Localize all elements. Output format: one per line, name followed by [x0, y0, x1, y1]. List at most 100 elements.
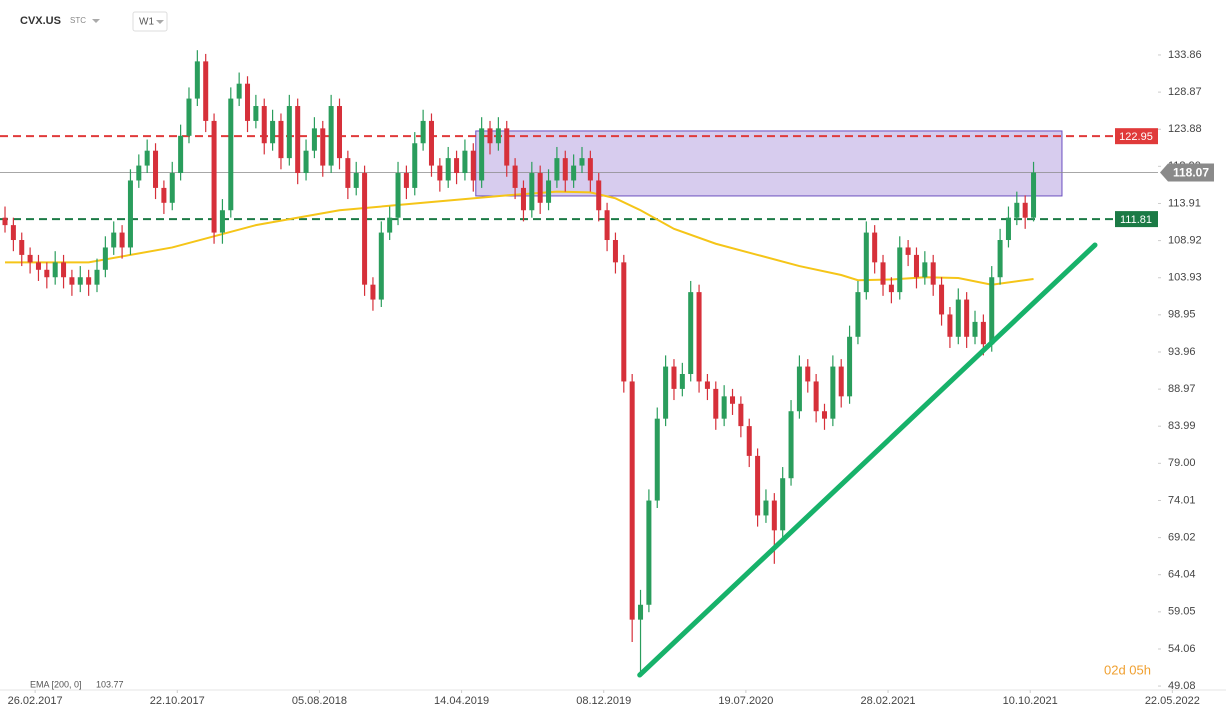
- candle-body: [612, 240, 618, 263]
- candle-body: [153, 150, 159, 188]
- y-tick-label: 69.02: [1168, 532, 1196, 544]
- interval-dropdown: [156, 20, 164, 24]
- candle-body: [428, 120, 434, 166]
- y-tick-label: 128.87: [1168, 86, 1202, 98]
- candle-body: [1031, 172, 1037, 218]
- current-price-label: 118.07: [1173, 166, 1209, 180]
- candle-body: [286, 106, 292, 159]
- candle-body: [755, 455, 761, 516]
- y-tick-label: 113.91: [1168, 197, 1201, 209]
- x-tick-label: 22.05.2022: [1145, 695, 1200, 707]
- candle-body: [629, 381, 635, 620]
- candle-body: [437, 165, 443, 181]
- candle-body: [939, 284, 945, 315]
- candle-body: [713, 388, 719, 419]
- candle-body: [596, 180, 602, 211]
- interval[interactable]: W1: [139, 17, 154, 28]
- ema-line: [5, 190, 1034, 286]
- candle-body: [872, 232, 878, 263]
- trendline: [637, 242, 1098, 678]
- candle-body: [52, 262, 58, 278]
- candle-body: [529, 173, 535, 211]
- candle-body: [144, 150, 150, 166]
- candle-body: [395, 173, 401, 218]
- candle-body: [964, 299, 970, 337]
- candle-body: [178, 135, 184, 174]
- candle-body: [69, 277, 75, 285]
- candle-body: [245, 83, 251, 121]
- candle-body: [763, 500, 769, 516]
- x-tick-label: 08.12.2019: [576, 695, 631, 707]
- interval-select[interactable]: [132, 11, 168, 32]
- candle-body: [704, 381, 710, 389]
- candle-body: [546, 180, 552, 203]
- candle-body: [378, 232, 384, 300]
- candle-body: [746, 426, 752, 456]
- candle-body: [554, 158, 560, 181]
- candle-body: [102, 247, 108, 270]
- level-tag: [1115, 128, 1158, 145]
- y-tick-label: 108.92: [1168, 235, 1202, 247]
- y-tick-label: 123.88: [1168, 123, 1202, 135]
- candle-body: [35, 262, 41, 270]
- y-tick-label: 83.99: [1168, 420, 1196, 432]
- candle-body: [679, 374, 685, 389]
- candle-body: [44, 269, 50, 278]
- candle-body: [888, 284, 894, 293]
- x-tick-label: 28.02.2021: [861, 695, 916, 707]
- y-tick-label: 79.00: [1168, 457, 1196, 469]
- candle-body: [403, 173, 409, 188]
- candle-body: [19, 240, 25, 255]
- candle-body: [771, 500, 777, 531]
- y-tick-label: 133.86: [1168, 49, 1202, 61]
- y-tick-label: 93.96: [1168, 346, 1196, 358]
- current-price-tag: [1160, 163, 1214, 182]
- candle-body: [997, 240, 1003, 278]
- candle-body: [454, 158, 460, 174]
- candle-body: [913, 254, 919, 278]
- candle-body: [847, 336, 853, 397]
- candle-body: [688, 292, 694, 375]
- symbol[interactable]: CVX.US: [20, 15, 61, 27]
- candle-body: [336, 106, 343, 159]
- candle-body: [863, 232, 869, 293]
- candle-body: [136, 165, 142, 181]
- candle-body: [228, 98, 234, 211]
- candle-body: [203, 61, 209, 121]
- level-label: 111.81: [1120, 214, 1152, 226]
- candle-body: [311, 128, 317, 151]
- candle-body: [345, 158, 351, 188]
- candle-body: [604, 210, 610, 241]
- candle-body: [353, 173, 359, 188]
- candle-body: [370, 284, 376, 300]
- candle-body: [420, 120, 426, 144]
- candle-body: [663, 366, 669, 419]
- candle-body: [638, 604, 644, 620]
- candle-body: [169, 173, 175, 203]
- level-label: 122.95: [1119, 131, 1153, 143]
- candle-body: [495, 128, 501, 144]
- candle-body: [654, 418, 660, 501]
- candle-body: [947, 314, 953, 337]
- candle-body: [479, 128, 485, 181]
- market-dropdown[interactable]: [92, 19, 100, 23]
- candle-body: [830, 366, 836, 419]
- candle-body: [504, 128, 510, 166]
- y-tick-label: 59.05: [1168, 606, 1196, 618]
- x-tick-label: 05.08.2018: [292, 695, 347, 707]
- y-tick-label: 49.08: [1168, 680, 1196, 692]
- ema-legend-value: 103.77: [96, 679, 124, 689]
- candle-body: [127, 180, 133, 248]
- candle-body: [805, 366, 811, 382]
- candle-body: [10, 225, 16, 241]
- x-tick-label: 26.02.2017: [8, 695, 63, 707]
- candle-body: [295, 106, 301, 174]
- candle-body: [897, 247, 903, 293]
- candle-body: [61, 262, 67, 278]
- candle-body: [512, 165, 518, 188]
- candle-body: [194, 61, 200, 99]
- candle-body: [111, 232, 117, 248]
- x-tick-label: 10.10.2021: [1003, 695, 1058, 707]
- candle-body: [671, 366, 677, 389]
- x-tick-label: 19.07.2020: [718, 695, 773, 707]
